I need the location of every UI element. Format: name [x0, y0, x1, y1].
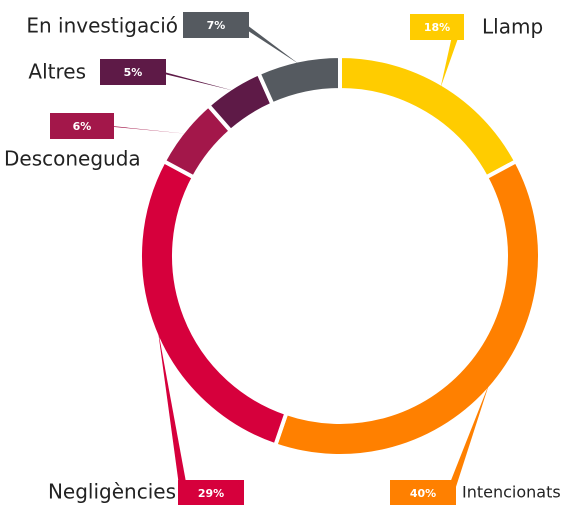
label-box	[183, 12, 249, 38]
label-box	[50, 113, 114, 139]
value-label: 5%	[124, 66, 143, 79]
label-box	[100, 59, 166, 85]
category-label: Intencionats	[462, 483, 561, 502]
donut-segment	[138, 158, 289, 448]
value-label: 18%	[424, 21, 450, 34]
value-label: 40%	[410, 487, 436, 500]
category-label: Llamp	[482, 15, 543, 39]
leader	[104, 126, 187, 134]
value-label: 7%	[207, 19, 226, 32]
value-label: 6%	[73, 120, 92, 133]
label-box	[390, 480, 456, 505]
donut-segment	[256, 53, 342, 107]
leader	[157, 327, 188, 493]
leader	[156, 72, 235, 91]
label-box	[410, 14, 464, 40]
category-label: Altres	[28, 60, 86, 84]
leader	[239, 25, 300, 65]
category-label: Negligències	[48, 480, 176, 504]
donut-segment	[272, 158, 542, 458]
leader	[446, 382, 490, 493]
leader	[440, 27, 462, 88]
value-label: 29%	[198, 487, 224, 500]
donut-segment	[338, 53, 519, 181]
category-label: Desconeguda	[4, 147, 141, 171]
category-label: En investigació	[26, 14, 178, 38]
label-box	[178, 480, 244, 505]
